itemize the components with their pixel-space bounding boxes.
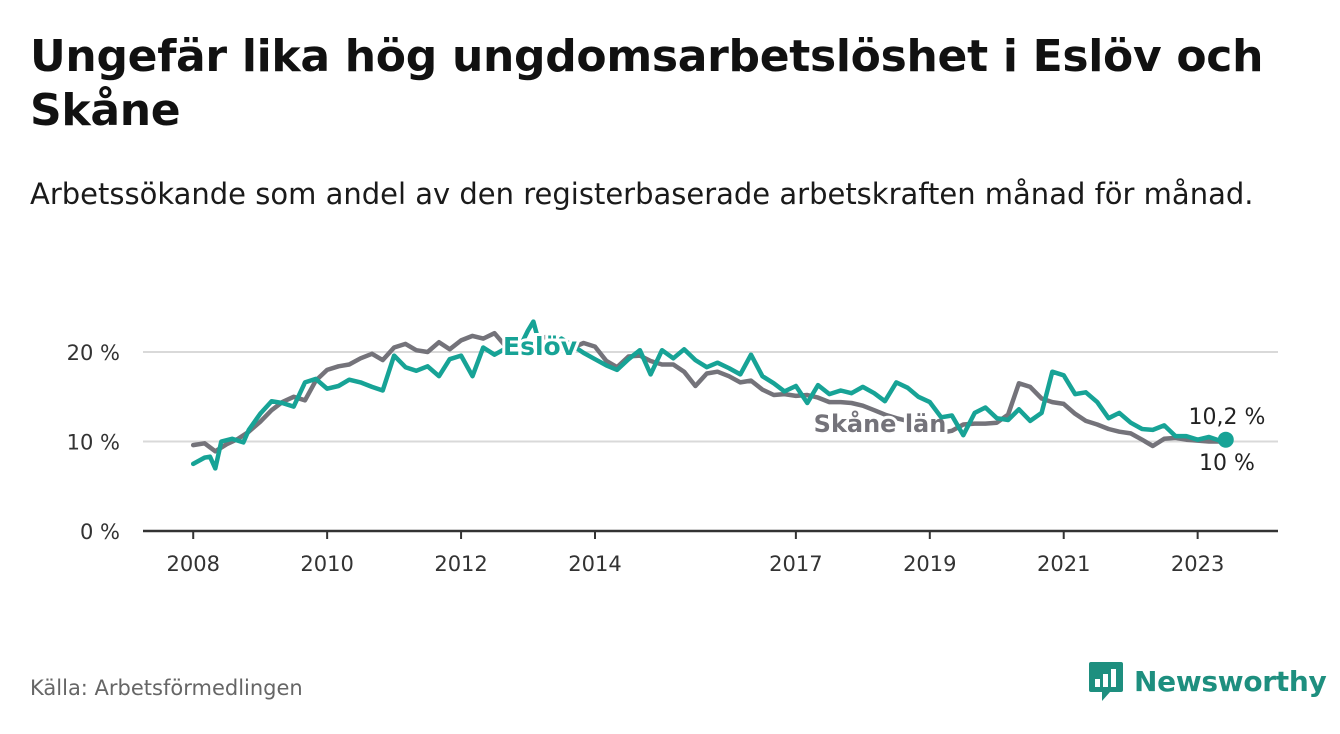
brand-name: Newsworthy [1134,664,1327,698]
x-tick-label: 2010 [300,552,353,576]
end-value-label-eslov: 10,2 % [1189,405,1266,430]
y-tick-label: 10 % [67,431,120,455]
y-tick-label: 0 % [80,520,120,544]
x-tick-label: 2008 [166,552,219,576]
series-label-eslov: Eslöv [503,332,577,361]
x-tick-label: 2023 [1171,552,1224,576]
series-endpoint-eslov [1217,431,1234,448]
source-note: Källa: Arbetsförmedlingen [30,676,303,700]
series-line-skane-lan [190,330,1229,454]
chart-subtitle: Arbetssökande som andel av den registerb… [30,177,1254,211]
series-label-skane-lan: Skåne län [814,409,947,438]
x-tick-label: 2019 [903,552,956,576]
series-line-eslov [190,319,1229,471]
brand-logo: Newsworthy [1088,660,1327,702]
chart-title: Ungefär lika hög ungdomsarbetslöshet i E… [30,31,1264,136]
newsworthy-logo-icon [1089,662,1123,701]
x-tick-label: 2012 [434,552,487,576]
x-tick-label: 2017 [769,552,822,576]
x-tick-label: 2021 [1037,552,1090,576]
y-tick-label: 20 % [67,341,120,365]
x-tick-label: 2014 [568,552,621,576]
end-value-label-skane-lan: 10 % [1199,451,1255,476]
